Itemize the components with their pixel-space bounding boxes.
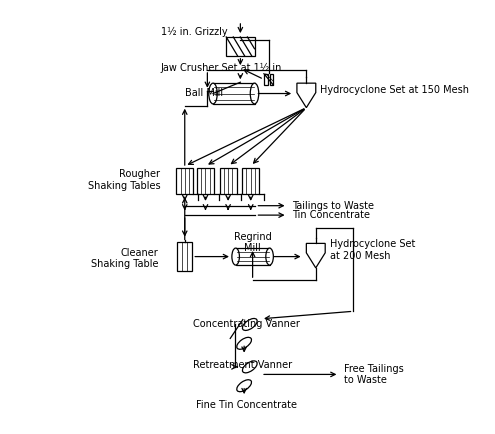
Polygon shape [306, 243, 325, 268]
Text: Ball Mill: Ball Mill [185, 88, 223, 98]
Text: Concentrating Vanner: Concentrating Vanner [193, 319, 300, 329]
Bar [270, 74, 273, 85]
Bar [177, 243, 192, 271]
Text: Regrind
Mill: Regrind Mill [234, 232, 271, 253]
Ellipse shape [250, 83, 259, 104]
Text: Hydrocyclone Set at 150 Mesh: Hydrocyclone Set at 150 Mesh [320, 85, 469, 95]
Text: Free Tailings
to Waste: Free Tailings to Waste [344, 364, 404, 385]
Text: 1½ in. Grizzly: 1½ in. Grizzly [161, 27, 228, 37]
Text: Cleaner
Shaking Table: Cleaner Shaking Table [91, 248, 158, 269]
Bar [213, 83, 254, 104]
Text: Rougher
Shaking Tables: Rougher Shaking Tables [88, 169, 160, 191]
Ellipse shape [232, 248, 240, 265]
Bar [197, 168, 214, 194]
Ellipse shape [266, 248, 273, 265]
Text: Fine Tin Concentrate: Fine Tin Concentrate [197, 400, 297, 410]
Polygon shape [297, 83, 316, 108]
Ellipse shape [209, 83, 217, 104]
Ellipse shape [237, 380, 251, 392]
Ellipse shape [243, 319, 257, 330]
Bar [236, 248, 270, 265]
Text: Hydrocyclone Set
at 200 Mesh: Hydrocyclone Set at 200 Mesh [330, 239, 415, 261]
Text: Retreatment Vanner: Retreatment Vanner [193, 360, 293, 370]
Text: Jaw Crusher Set at 1½ in.: Jaw Crusher Set at 1½ in. [160, 63, 285, 73]
Ellipse shape [243, 361, 257, 373]
Bar [176, 168, 193, 194]
Bar [264, 74, 268, 85]
Bar [220, 168, 237, 194]
Bar [242, 168, 259, 194]
Text: Tailings to Waste: Tailings to Waste [292, 201, 374, 210]
Bar [226, 37, 254, 56]
Ellipse shape [237, 337, 251, 349]
Text: Tin Concentrate: Tin Concentrate [292, 210, 370, 220]
